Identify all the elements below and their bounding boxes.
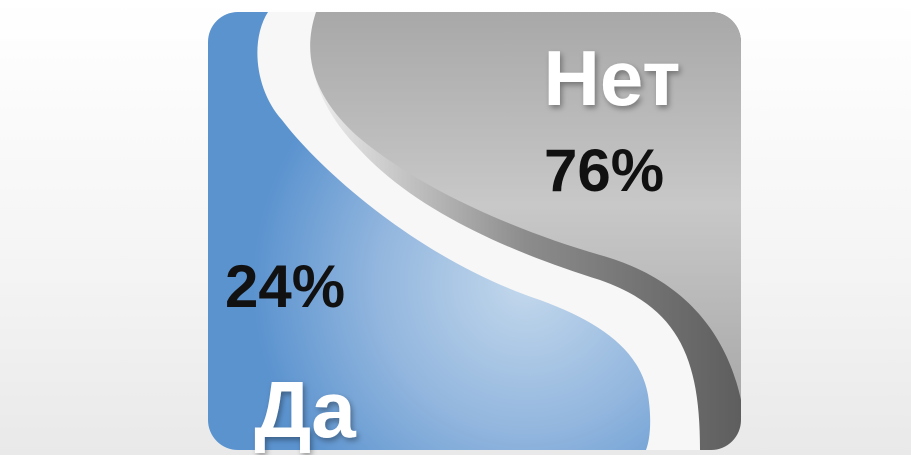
slice-da — [208, 12, 651, 450]
value-da: 24% — [225, 253, 345, 320]
label-net: Нет — [544, 34, 681, 122]
label-da: Да — [254, 365, 356, 454]
slice-net — [310, 12, 741, 400]
chart-card — [208, 12, 741, 450]
value-net: 76% — [544, 137, 664, 204]
